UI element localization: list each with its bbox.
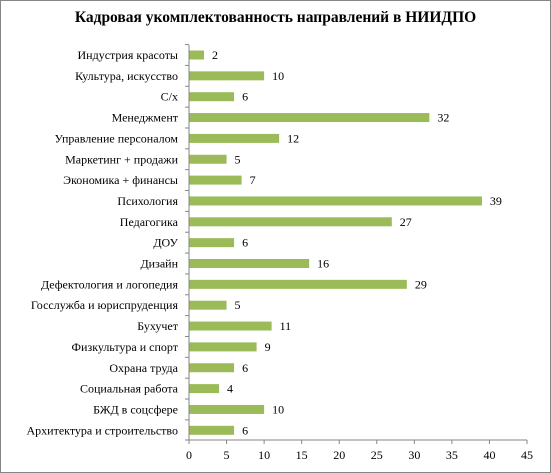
category-label-16: Социальная работа [80,382,179,396]
bar-18 [189,425,235,435]
x-tick-label-6: 30 [408,448,420,462]
value-label-4: 12 [287,131,299,145]
category-label-1: Культура, искусство [75,69,178,83]
value-label-9: 6 [242,236,248,250]
x-tick-label-2: 10 [258,448,270,462]
value-label-16: 4 [227,382,233,396]
x-tick-label-8: 40 [483,448,495,462]
category-label-13: Бухучет [137,319,178,333]
category-label-7: Психология [117,194,178,208]
value-label-3: 32 [437,111,449,125]
bar-5 [189,154,227,164]
x-tick-label-0: 0 [186,448,192,462]
category-label-14: Физкультура и спорт [72,340,179,354]
bar-7 [189,196,482,206]
x-tick-label-1: 5 [224,448,230,462]
bar-14 [189,342,257,352]
bar-15 [189,363,235,373]
category-label-18: Архитектура и строительство [27,423,179,437]
bar-16 [189,384,220,394]
value-label-17: 10 [272,402,284,416]
category-label-2: С/х [161,90,178,104]
x-tick-label-3: 15 [296,448,308,462]
category-label-3: Менеджмент [112,111,179,125]
value-label-8: 27 [400,215,412,229]
chart-title: Кадровая укомплектованность направлений … [74,9,477,26]
category-label-8: Педагогика [120,215,179,229]
bar-1 [189,71,265,81]
category-label-12: Госслужба и юриспруденция [31,298,179,312]
bar-11 [189,279,407,289]
category-label-6: Экономика + финансы [63,173,178,187]
bar-12 [189,300,227,310]
category-label-9: ДОУ [153,236,178,250]
value-label-18: 6 [242,423,248,437]
bar-8 [189,217,392,227]
value-label-10: 16 [317,257,329,271]
value-label-1: 10 [272,69,284,83]
value-label-7: 39 [490,194,502,208]
x-tick-label-7: 35 [446,448,458,462]
value-label-13: 11 [280,319,292,333]
bar-13 [189,321,272,331]
category-label-5: Маркетинг + продажи [65,152,178,166]
value-label-2: 6 [242,90,248,104]
value-label-6: 7 [250,173,256,187]
category-label-11: Дефектология и логопедия [41,277,179,291]
value-label-5: 5 [235,152,241,166]
bar-6 [189,175,242,185]
category-label-10: Дизайн [140,257,178,271]
value-label-15: 6 [242,361,248,375]
bar-3 [189,113,430,123]
bar-2 [189,92,235,102]
x-tick-label-9: 45 [521,448,533,462]
category-label-4: Управление персоналом [55,131,179,145]
category-label-17: БЖД в соцсфере [93,402,178,416]
value-label-14: 9 [265,340,271,354]
bar-17 [189,404,265,414]
bar-0 [189,50,205,60]
bar-9 [189,238,235,248]
bar-4 [189,133,280,143]
category-label-0: Индустрия красоты [78,48,178,62]
category-label-15: Охрана труда [109,361,178,375]
bar-10 [189,259,310,268]
value-label-11: 29 [415,277,427,291]
x-tick-label-4: 20 [333,448,345,462]
x-tick-label-5: 25 [371,448,383,462]
value-label-12: 5 [235,298,241,312]
value-label-0: 2 [212,48,218,62]
